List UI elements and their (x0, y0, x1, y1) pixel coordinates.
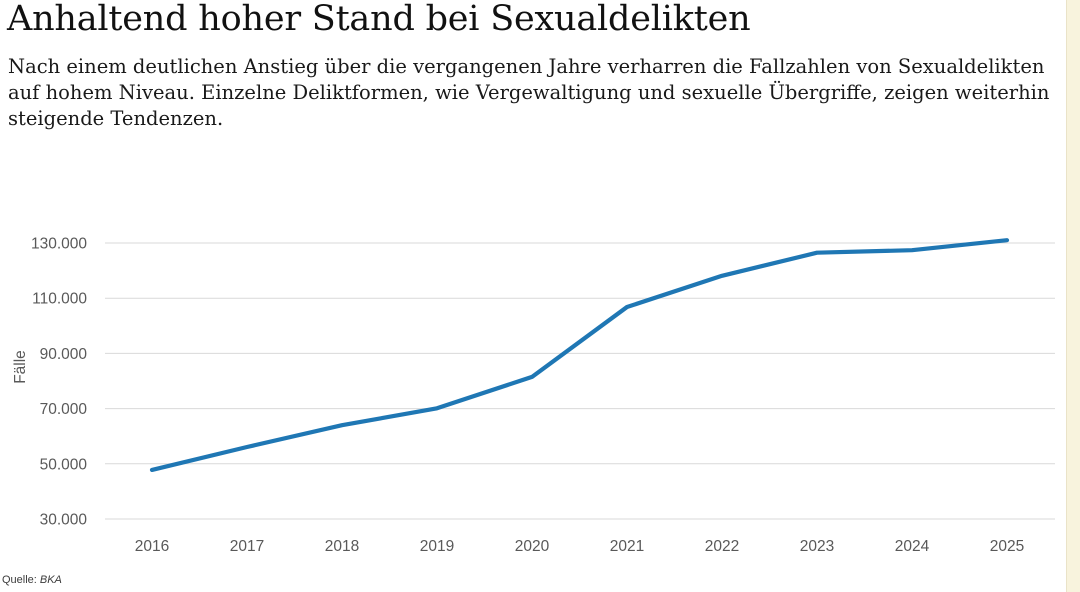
chart-description: Nach einem deutlichen Anstieg über die v… (8, 55, 1050, 130)
x-tick-label: 2017 (230, 538, 264, 555)
source-value: BKA (39, 574, 62, 586)
y-tick-label: 30.000 (40, 512, 88, 529)
x-tick-label: 2019 (420, 538, 454, 555)
x-tick-label: 2025 (990, 538, 1024, 555)
y-tick-label: 70.000 (40, 401, 88, 418)
y-tick-label: 110.000 (32, 291, 87, 308)
source-label: Quelle: (2, 574, 37, 586)
x-tick-label: 2021 (610, 538, 644, 555)
x-tick-label: 2024 (895, 538, 930, 555)
data-line (149, 238, 1010, 472)
y-axis-title: Fälle (12, 350, 29, 384)
x-tick-label: 2020 (515, 538, 550, 555)
source-line: Quelle: BKA (2, 574, 62, 586)
x-tick-label: 2016 (135, 538, 169, 555)
y-tick-label: 50.000 (40, 456, 88, 473)
page-background-strip (1066, 0, 1080, 592)
y-tick-label: 90.000 (40, 346, 88, 363)
x-tick-label: 2023 (800, 538, 834, 555)
page-title: Anhaltend hoher Stand bei Sexualdelikten (7, 0, 751, 39)
y-tick-label: 130.000 (31, 236, 87, 253)
x-tick-label: 2018 (325, 538, 359, 555)
x-tick-label: 2022 (705, 538, 739, 555)
